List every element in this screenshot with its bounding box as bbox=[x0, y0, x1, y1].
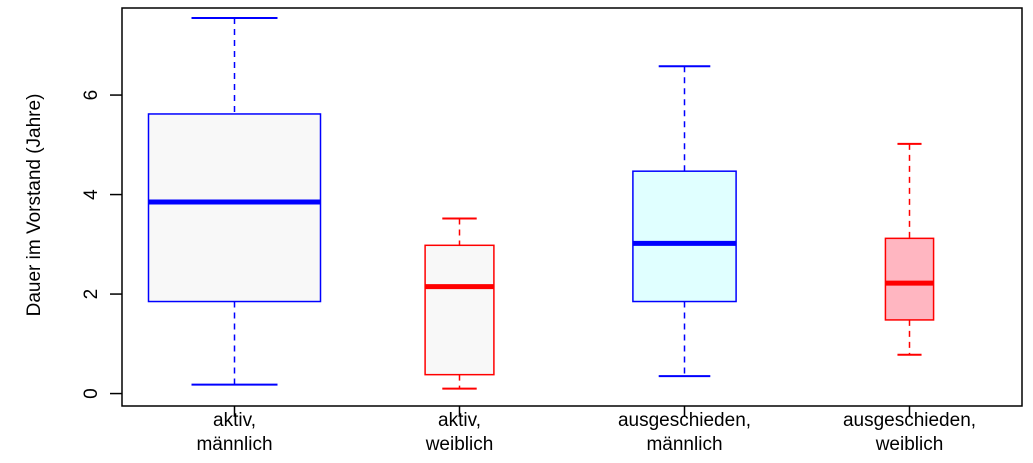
x-category-label: ausgeschieden, männlich bbox=[618, 410, 751, 455]
y-tick-label: 4 bbox=[81, 189, 102, 200]
x-category-label-line: aktiv, bbox=[213, 410, 256, 431]
iqr-box bbox=[632, 170, 737, 303]
x-category-label-line: männlich bbox=[646, 434, 722, 455]
box-group-2 bbox=[424, 217, 495, 390]
y-tick-label: 2 bbox=[81, 289, 102, 300]
x-category-label-line: aktiv, bbox=[438, 410, 481, 431]
box-group-4 bbox=[884, 142, 935, 356]
y-tick-label: 0 bbox=[81, 388, 102, 399]
iqr-box bbox=[424, 244, 495, 376]
box-group-1 bbox=[147, 16, 322, 386]
y-axis-label: Dauer im Vorstand (Jahre) bbox=[24, 94, 45, 317]
box-group-3 bbox=[632, 65, 737, 378]
x-category-label-line: ausgeschieden, bbox=[618, 410, 751, 431]
x-category-label: aktiv, männlich bbox=[196, 410, 272, 455]
x-category-label-line: weiblich bbox=[425, 434, 494, 455]
x-category-label-line: weiblich bbox=[875, 434, 944, 455]
x-category-label-line: ausgeschieden, bbox=[843, 410, 976, 431]
iqr-box bbox=[147, 113, 322, 303]
plot-frame bbox=[121, 7, 1023, 407]
x-category-label-line: männlich bbox=[196, 434, 272, 455]
x-category-label: ausgeschieden, weiblich bbox=[843, 410, 976, 455]
iqr-box bbox=[884, 237, 935, 321]
y-tick-label: 6 bbox=[81, 90, 102, 101]
x-category-label: aktiv, weiblich bbox=[425, 410, 494, 455]
boxes-layer bbox=[147, 16, 935, 390]
